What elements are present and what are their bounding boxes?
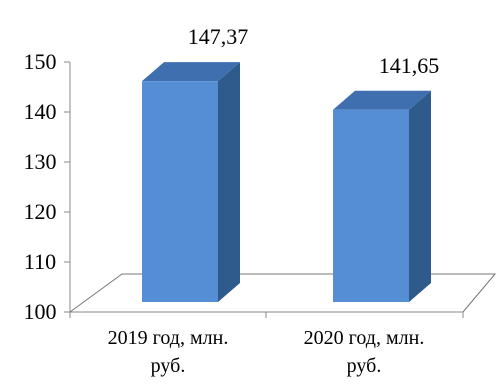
bar-side-face (218, 62, 240, 303)
x-axis-labels: 2019 год, млн. руб. 2020 год, млн. руб. (108, 327, 425, 377)
x-category-label: руб. (347, 355, 382, 377)
bar-top-face (333, 90, 431, 110)
y-axis: 100 110 120 130 140 150 (24, 49, 464, 324)
x-category-label: 2019 год, млн. (108, 327, 229, 349)
bar (333, 90, 431, 302)
data-label: 147,37 (188, 24, 249, 49)
y-tick-label: 110 (24, 249, 56, 274)
y-tick-label: 150 (24, 49, 57, 74)
data-labels: 147,37 141,65 (188, 24, 440, 78)
bars (142, 62, 431, 303)
bar-front-face (142, 81, 218, 303)
y-tick-label: 140 (24, 99, 57, 124)
bar-front-face (333, 109, 409, 302)
x-category-label: руб. (151, 355, 186, 377)
chart-floor (69, 273, 496, 313)
y-tick-label: 120 (24, 199, 57, 224)
y-tick-label: 100 (24, 299, 57, 324)
bar-side-face (409, 90, 431, 302)
bar (142, 62, 240, 303)
y-tick-label: 130 (24, 149, 57, 174)
x-category-label: 2020 год, млн. (304, 327, 425, 349)
bar-top-face (142, 62, 240, 82)
data-label: 141,65 (379, 53, 440, 78)
floor-outline (69, 273, 496, 313)
